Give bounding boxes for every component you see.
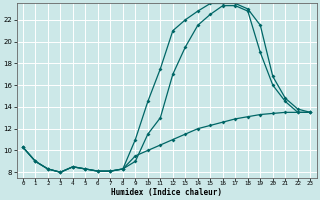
- X-axis label: Humidex (Indice chaleur): Humidex (Indice chaleur): [111, 188, 222, 197]
